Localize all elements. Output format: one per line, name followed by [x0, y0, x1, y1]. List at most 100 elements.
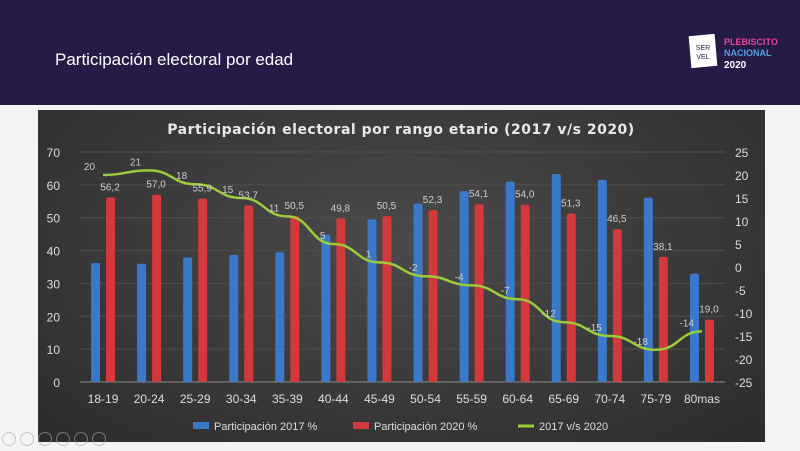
- line-point-label: 15: [222, 185, 234, 196]
- prev-icon[interactable]: [2, 432, 16, 446]
- left-axis-tick: 20: [47, 310, 61, 324]
- bar-2017: [643, 197, 653, 382]
- bar-2020: [382, 216, 392, 382]
- slide-header: Participación electoral por edad SER VEL…: [0, 0, 800, 105]
- legend-label: Participación 2017 %: [214, 421, 318, 433]
- bar-2020: [290, 216, 300, 382]
- svg-text:PLEBISCITO: PLEBISCITO: [724, 37, 778, 47]
- bar-2020: [474, 204, 484, 382]
- line-point-label: -15: [587, 323, 602, 334]
- bar-2020-label: 57,0: [146, 180, 166, 191]
- bar-2020: [612, 229, 622, 382]
- slides-icon[interactable]: [74, 432, 88, 446]
- line-point-label: 11: [269, 203, 280, 214]
- bar-2020-label: 54,1: [469, 189, 489, 200]
- line-point-label: 18: [176, 171, 188, 182]
- category-label: 80mas: [684, 392, 720, 406]
- bar-2020-label: 49,8: [331, 203, 351, 214]
- bar-2017: [229, 254, 239, 382]
- bar-2020: [704, 319, 714, 382]
- bar-2020-label: 56,2: [100, 182, 120, 193]
- line-point-label: -7: [501, 286, 510, 297]
- left-axis-tick: 30: [47, 277, 61, 291]
- bar-2020-label: 46,5: [607, 214, 627, 225]
- right-axis-tick: -25: [735, 376, 753, 390]
- category-label: 50-54: [410, 392, 441, 406]
- combo-chart: Participación electoral por rango etario…: [47, 122, 753, 433]
- bar-2017: [689, 273, 699, 382]
- svg-text:NACIONAL: NACIONAL: [724, 48, 772, 58]
- bar-2017: [321, 234, 331, 382]
- bar-2017: [367, 219, 377, 382]
- bar-2020: [152, 194, 162, 382]
- category-label: 55-59: [456, 392, 487, 406]
- category-label: 40-44: [318, 392, 349, 406]
- bar-2020: [106, 197, 116, 382]
- svg-text:SER: SER: [696, 45, 710, 52]
- right-axis-tick: -5: [735, 284, 746, 298]
- servel-plebiscito-logo: SER VEL PLEBISCITO NACIONAL 2020: [688, 33, 778, 71]
- line-point-label: -12: [541, 309, 556, 320]
- bar-2017: [137, 263, 147, 382]
- bar-2017: [459, 191, 469, 382]
- right-axis-tick: 20: [735, 169, 749, 183]
- category-label: 70-74: [594, 392, 625, 406]
- category-label: 60-64: [502, 392, 533, 406]
- bar-2020: [244, 205, 254, 382]
- bar-2017: [505, 181, 515, 382]
- bar-2017: [91, 263, 101, 382]
- legend-label: 2017 v/s 2020: [539, 421, 608, 433]
- right-axis-tick: 10: [735, 215, 749, 229]
- svg-text:2020: 2020: [724, 60, 747, 71]
- bar-2017: [413, 203, 423, 382]
- line-point-label: -2: [409, 263, 418, 274]
- bar-2020: [198, 198, 208, 382]
- bar-2017: [183, 257, 193, 382]
- bar-2017: [597, 179, 607, 382]
- line-point-label: 5: [320, 231, 326, 242]
- bar-2020: [520, 204, 530, 382]
- svg-text:VEL: VEL: [696, 54, 709, 61]
- bar-2020: [428, 210, 438, 382]
- legend-swatch: [353, 422, 369, 429]
- category-label: 30-34: [226, 392, 257, 406]
- bar-2020-label: 55,9: [192, 183, 212, 194]
- chart-title: Participación electoral por rango etario…: [167, 122, 634, 138]
- category-label: 65-69: [548, 392, 579, 406]
- legend-label: Participación 2020 %: [374, 421, 478, 433]
- bar-2020-label: 19,0: [699, 305, 719, 316]
- category-label: 45-49: [364, 392, 395, 406]
- category-label: 20-24: [134, 392, 165, 406]
- left-axis-tick: 70: [47, 146, 61, 160]
- bar-2020-label: 52,3: [423, 195, 443, 206]
- zoom-icon[interactable]: [56, 432, 70, 446]
- line-point-label: 1: [366, 249, 372, 260]
- next-icon[interactable]: [20, 432, 34, 446]
- category-label: 35-39: [272, 392, 303, 406]
- bar-2017: [551, 174, 561, 382]
- left-axis-tick: 10: [47, 343, 61, 357]
- right-axis-tick: 25: [735, 146, 749, 160]
- category-label: 18-19: [88, 392, 119, 406]
- bar-2020-label: 50,5: [377, 201, 397, 212]
- slide-title: Participación electoral por edad: [55, 50, 294, 69]
- line-2017-vs-2020: [103, 169, 703, 352]
- chart-container: Participación electoral por rango etario…: [38, 110, 765, 442]
- right-axis-tick: -20: [735, 353, 753, 367]
- left-axis-tick: 60: [47, 179, 61, 193]
- more-icon[interactable]: [92, 432, 106, 446]
- line-point-label: 21: [130, 157, 142, 168]
- line-point-label: -4: [455, 272, 464, 283]
- presentation-toolbar: [2, 432, 106, 446]
- bar-2020-label: 54,0: [515, 190, 535, 201]
- category-label: 25-29: [180, 392, 211, 406]
- right-axis-tick: 0: [735, 261, 742, 275]
- line-point-label: 20: [84, 162, 96, 173]
- bar-2020: [658, 256, 668, 382]
- pen-icon[interactable]: [38, 432, 52, 446]
- right-axis-tick: -10: [735, 307, 753, 321]
- line-point-label: -18: [633, 337, 648, 348]
- right-axis-tick: 5: [735, 238, 742, 252]
- left-axis-tick: 0: [53, 376, 60, 390]
- bar-2020-label: 38,1: [653, 242, 673, 253]
